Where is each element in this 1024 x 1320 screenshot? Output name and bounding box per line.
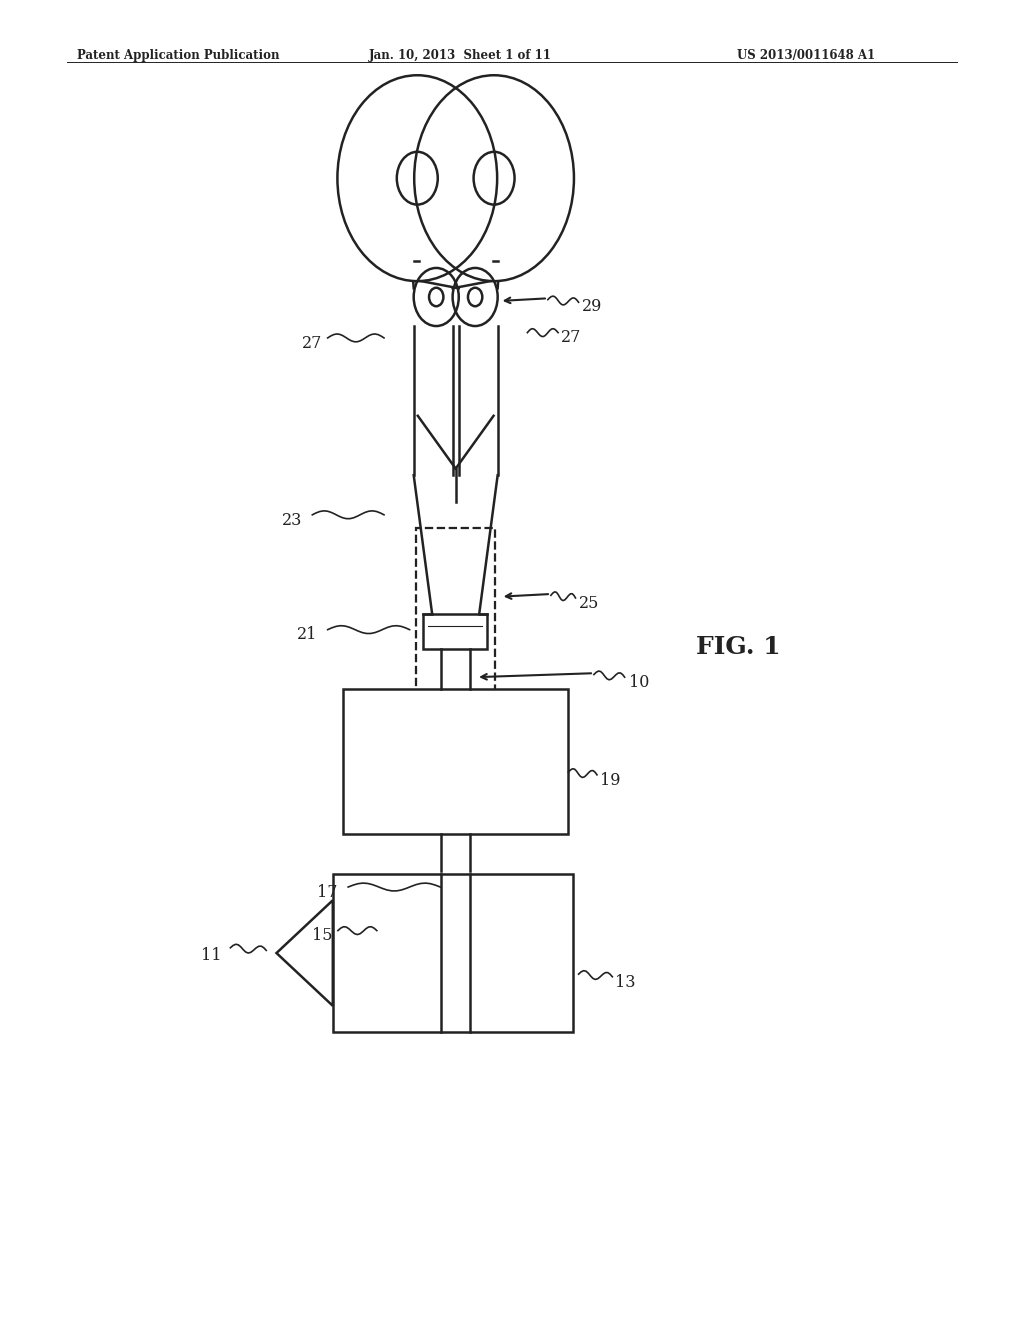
Bar xyxy=(416,528,495,733)
Text: 10: 10 xyxy=(629,675,649,690)
Bar xyxy=(423,614,487,649)
Text: 27: 27 xyxy=(561,330,582,346)
Text: 15: 15 xyxy=(312,928,333,944)
Text: 11: 11 xyxy=(201,948,221,964)
Text: 13: 13 xyxy=(615,974,636,990)
Text: 21: 21 xyxy=(297,627,317,643)
Text: 27: 27 xyxy=(302,335,323,351)
Text: Jan. 10, 2013  Sheet 1 of 11: Jan. 10, 2013 Sheet 1 of 11 xyxy=(369,49,552,62)
Text: 29: 29 xyxy=(582,298,602,314)
Text: 23: 23 xyxy=(282,512,302,528)
Text: US 2013/0011648 A1: US 2013/0011648 A1 xyxy=(737,49,876,62)
Text: Patent Application Publication: Patent Application Publication xyxy=(77,49,280,62)
Text: FIG. 1: FIG. 1 xyxy=(696,635,781,659)
Text: 19: 19 xyxy=(600,772,621,788)
Bar xyxy=(333,874,573,1032)
Text: 17: 17 xyxy=(317,884,338,900)
Text: 25: 25 xyxy=(579,595,599,611)
Polygon shape xyxy=(276,900,333,1006)
Bar xyxy=(343,689,568,834)
